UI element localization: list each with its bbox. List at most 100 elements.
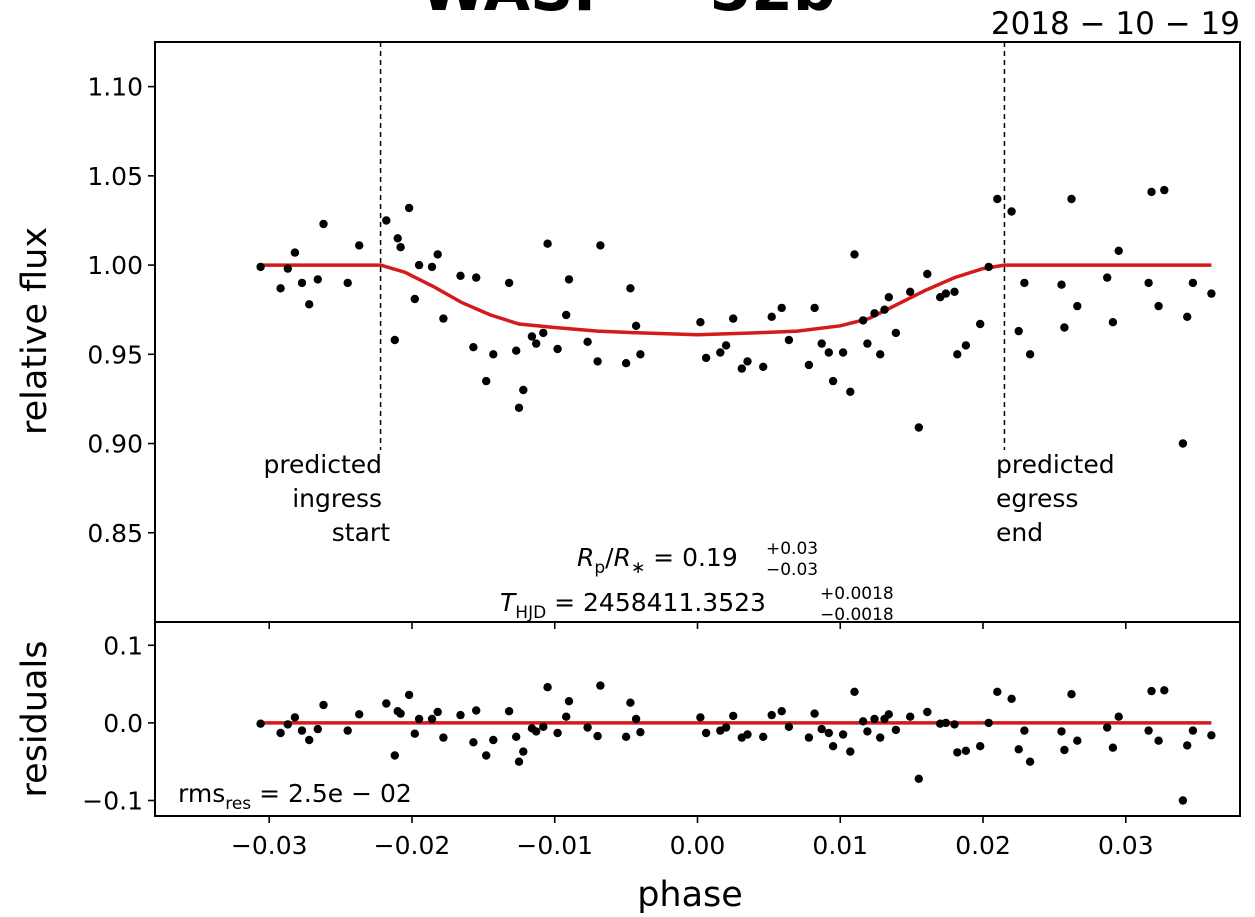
bottom-data-point	[1103, 723, 1112, 732]
bottom-data-point	[696, 713, 705, 722]
top-data-point	[1025, 350, 1035, 359]
bottom-data-point	[297, 726, 307, 735]
bottom-data-point	[804, 733, 814, 742]
top-data-point	[631, 321, 641, 330]
top-model-line	[259, 263, 1212, 337]
bottom-data-point	[1114, 712, 1123, 721]
top-data-point	[256, 262, 265, 272]
top-data-point	[564, 275, 574, 284]
top-data-point	[1007, 207, 1016, 216]
bottom-data-point	[404, 690, 414, 700]
top-data-point	[906, 287, 915, 296]
bottom-data-point	[950, 720, 959, 729]
top-data-point	[1178, 439, 1188, 448]
bottom-data-point	[532, 727, 541, 736]
bottom-data-point	[276, 728, 285, 738]
top-data-point	[1154, 301, 1163, 311]
ingress-label-line-3: start	[332, 518, 390, 547]
top-y-tick-label: 0.85	[87, 519, 143, 548]
top-y-tick-label: 1.10	[87, 73, 143, 102]
top-data-point	[1183, 312, 1192, 321]
top-data-point	[276, 284, 285, 293]
top-data-point	[870, 309, 879, 318]
egress-label: predicted egress end	[996, 450, 1123, 547]
bottom-data-point	[1020, 726, 1029, 735]
top-data-point	[543, 239, 552, 248]
egress-label-line-3: end	[996, 518, 1043, 547]
top-data-point	[313, 275, 322, 284]
bottom-data-point	[891, 725, 901, 735]
bottom-data-point	[482, 751, 491, 760]
top-data-point	[427, 262, 437, 272]
top-data-point	[382, 216, 391, 225]
bottom-data-point	[519, 747, 528, 756]
bottom-data-point	[870, 714, 879, 724]
top-data-point	[1114, 246, 1123, 255]
rms-prefix: rms	[178, 779, 225, 808]
top-data-point	[472, 273, 481, 282]
rms-subscript: res	[225, 794, 251, 814]
bottom-data-point	[1188, 726, 1198, 735]
bottom-data-point	[876, 733, 885, 742]
bottom-data-point	[810, 709, 819, 718]
top-data-point	[290, 248, 300, 257]
top-data-point	[1060, 323, 1069, 332]
top-data-point	[804, 360, 814, 370]
bottom-x-tick-label: −0.03	[231, 831, 308, 860]
bottom-data-point	[953, 748, 962, 757]
top-data-point	[828, 376, 838, 386]
bottom-data-point	[414, 714, 424, 724]
bottom-x-tick-label: 0.02	[955, 831, 1011, 860]
bottom-data-point	[1160, 686, 1169, 695]
top-data-point	[976, 319, 985, 329]
top-data-point	[343, 278, 352, 288]
bottom-data-point	[1057, 727, 1066, 736]
top-data-point	[743, 357, 752, 366]
top-data-point	[767, 312, 776, 321]
bottom-data-point	[456, 710, 465, 720]
top-data-point	[512, 346, 521, 355]
bottom-y-axis-title: residuals	[15, 641, 55, 798]
bottom-data-point	[504, 707, 514, 716]
egress-label-line-1: predicted	[996, 450, 1115, 479]
bottom-data-point	[583, 723, 592, 732]
bottom-data-point	[553, 728, 562, 738]
bottom-data-point	[256, 719, 265, 728]
bottom-panel: −0.1 0.0 0.1 −0.03 −0.02 −0.01 0.00 0.01 0.02 0.0…	[82, 621, 1241, 860]
top-data-point	[777, 303, 786, 313]
top-data-point	[1160, 185, 1169, 195]
bottom-data-point	[863, 727, 872, 736]
bottom-x-tick-label: −0.01	[516, 831, 593, 860]
top-data-point	[482, 376, 491, 386]
top-data-point	[914, 423, 923, 432]
top-y-tick-label: 0.90	[87, 430, 143, 459]
bottom-data-point	[593, 731, 602, 741]
bottom-data-point	[993, 687, 1002, 696]
top-data-point	[880, 305, 889, 314]
top-data-point	[626, 284, 635, 293]
bottom-x-tick-label: 0.01	[812, 831, 868, 860]
bottom-data-point	[539, 722, 548, 731]
top-data-point	[923, 269, 932, 279]
top-data-point	[504, 278, 514, 288]
top-data-point	[393, 234, 402, 243]
ingress-label-line-1: predicted	[263, 450, 382, 479]
bottom-data-point	[1007, 694, 1016, 703]
top-data-point	[858, 316, 868, 325]
bottom-data-point	[514, 757, 524, 766]
top-data-point	[469, 343, 478, 352]
t-hjd-value: 2458411.3523	[583, 588, 766, 617]
top-data-point	[319, 219, 328, 229]
bottom-data-point	[824, 728, 833, 738]
top-data-point	[961, 341, 971, 350]
top-data-point	[716, 348, 725, 357]
bottom-data-point	[626, 698, 635, 707]
bottom-data-point	[472, 706, 481, 715]
chart-title: WASP − 52b	[420, 0, 836, 25]
top-data-point	[1067, 194, 1076, 204]
top-data-point	[636, 350, 645, 359]
rp-rstar-plus: +0.03	[766, 539, 818, 559]
bottom-data-point	[439, 733, 448, 742]
bottom-data-point	[390, 751, 399, 760]
bottom-data-point	[906, 712, 915, 721]
